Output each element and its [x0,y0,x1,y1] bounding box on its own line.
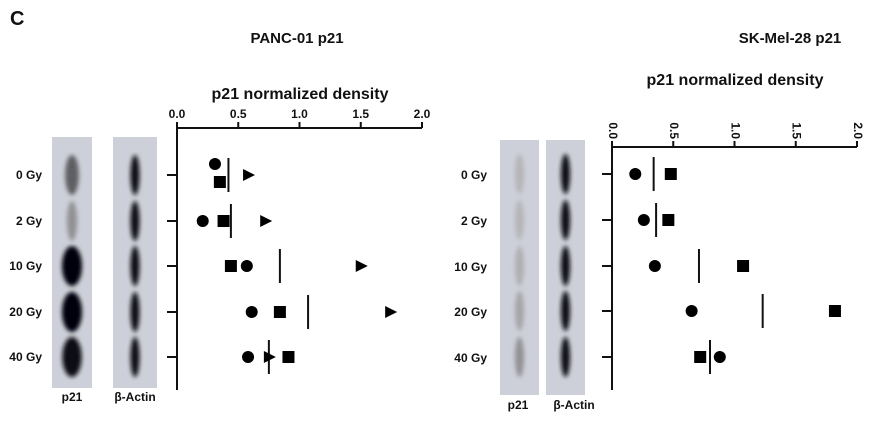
circle-marker [245,306,258,318]
protein-band [130,155,140,195]
x-tick-label: 2.0 [851,122,865,139]
x-tick-label: 0.5 [230,107,247,121]
blot-bands [130,155,140,377]
protein-band [515,154,524,194]
protein-band [561,246,570,286]
square-marker [662,214,675,226]
row-label: 0 Gy [15,168,42,182]
square-marker [224,260,237,272]
circle-marker [648,260,661,272]
protein-band [130,201,140,241]
square-marker [664,168,677,180]
circle-marker [196,215,209,227]
chart-title-panc01: PANC-01 p21 [250,30,344,47]
protein-band [515,246,524,286]
triangle-marker [385,306,398,318]
x-tick-label: 1.5 [352,107,369,121]
square-marker [282,351,295,363]
circle-marker [629,168,642,180]
circle-marker [242,351,255,363]
x-axis-label-skmel28: p21 normalized density [646,72,824,89]
triangle-marker [243,169,256,181]
protein-band [561,291,570,331]
lane-label-actin: β-Actin [553,398,595,412]
x-axis-label-panc01: p21 normalized density [211,86,389,103]
triangle-marker [260,215,273,227]
lane-label-p21: p21 [61,390,83,404]
blot-bands [561,154,570,377]
protein-band [561,154,570,194]
circle-marker [685,305,698,317]
blot-bands [62,155,82,377]
protein-band [515,291,524,331]
circle-marker [208,158,221,170]
row-label: 20 Gy [454,305,487,319]
square-marker [273,306,286,318]
square-marker [213,176,226,188]
square-marker [828,305,841,317]
circle-marker [240,260,253,272]
x-tick-label: 0.5 [667,122,681,139]
protein-band [561,200,570,240]
protein-band [62,292,82,332]
x-tick-label: 1.5 [790,122,804,139]
chart-title-skmel28: SK-Mel-28 p21 [738,30,842,47]
x-tick-label: 2.0 [414,107,431,121]
x-tick-label: 1.0 [728,122,742,139]
protein-band [66,201,78,241]
protein-band [515,337,524,377]
protein-band [65,155,79,195]
protein-band [62,337,82,377]
protein-band [515,200,524,240]
row-label: 40 Gy [454,351,487,365]
x-tick-label: 0.0 [169,107,186,121]
x-tick-label: 0.0 [606,122,620,139]
row-label: 2 Gy [15,214,42,228]
row-label: 20 Gy [9,305,42,319]
row-label: 40 Gy [9,350,42,364]
row-label: 10 Gy [9,259,42,273]
row-label: 10 Gy [454,260,487,274]
triangle-marker [355,260,368,272]
protein-band [130,292,140,332]
square-marker [737,260,750,272]
blot-bands [515,154,524,377]
triangle-marker [263,351,276,363]
protein-band [130,337,140,377]
protein-band [130,246,140,286]
row-label: 0 Gy [460,168,487,182]
x-tick-label: 1.0 [291,107,308,121]
circle-marker [637,214,650,226]
square-marker [217,215,230,227]
lane-label-p21: p21 [507,398,529,412]
protein-band [62,246,82,286]
panel-label: C [10,8,25,30]
circle-marker [713,351,726,363]
square-marker [694,351,707,363]
row-label: 2 Gy [460,214,487,228]
protein-band [561,337,570,377]
lane-label-actin: β-Actin [114,390,156,404]
